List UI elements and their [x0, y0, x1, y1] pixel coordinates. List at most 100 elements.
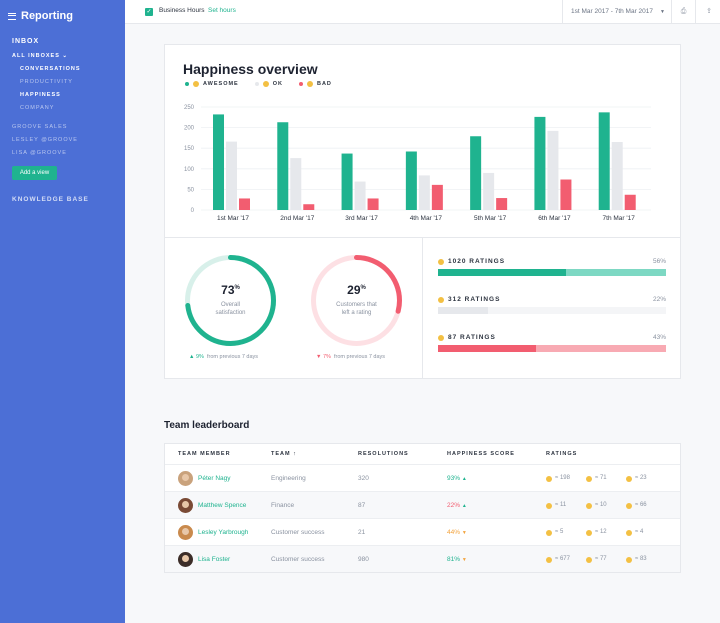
date-range-picker[interactable]: 1st Mar 2017 - 7th Mar 2017 ▼: [562, 0, 672, 24]
rating-ok: ≈ 77: [586, 546, 607, 573]
sidebar-item-happiness[interactable]: HAPPINESS: [20, 92, 61, 98]
member-resolutions: 21: [358, 529, 366, 536]
rating-bad: ≈ 23: [626, 465, 647, 492]
ok-emoji-icon: [438, 296, 444, 303]
bar-ok: [611, 142, 623, 210]
sidebar-item-groove-sales[interactable]: GROOVE SALES: [12, 124, 68, 130]
ok-emoji-icon: [586, 475, 592, 482]
sidebar-item-conversations[interactable]: CONVERSATIONS: [20, 66, 81, 72]
bar-bad: [303, 204, 315, 210]
member-name[interactable]: Matthew Spence: [198, 502, 247, 509]
date-range-text: 1st Mar 2017 - 7th Mar 2017: [571, 8, 654, 15]
ok-emoji-icon: [586, 502, 592, 509]
member-name[interactable]: Lesley Yarbrough: [198, 529, 249, 536]
bar-bad: [239, 198, 250, 210]
sidebar: Reporting INBOX ALL INBOXES ⌄ CONVERSATI…: [0, 0, 125, 623]
y-tick-label: 150: [184, 146, 195, 152]
rating-awesome: ≈ 198: [546, 465, 570, 492]
rating-bad: ≈ 66: [626, 492, 647, 519]
bar-bad: [624, 194, 636, 210]
bar-ok: [290, 158, 302, 210]
col-team[interactable]: TEAM ↑: [271, 451, 297, 457]
member-name[interactable]: Lisa Foster: [198, 556, 231, 563]
business-hours-label: Business Hours: [159, 7, 205, 14]
table-row[interactable]: Matthew Spence Finance 87 22% ▲ ≈ 11 ≈ 10 ≈ 66: [165, 491, 680, 518]
sidebar-item-knowledge-base[interactable]: KNOWLEDGE BASE: [12, 196, 89, 203]
x-tick-label: 5th Mar '17: [474, 215, 507, 222]
trend-arrow-icon: ▼: [461, 557, 467, 563]
rating-bad: ≈ 83: [626, 546, 647, 573]
add-view-button[interactable]: Add a view: [12, 166, 57, 180]
export-icon[interactable]: ⇪: [706, 8, 712, 15]
member-resolutions: 87: [358, 502, 366, 509]
rating-awesome: ≈ 11: [546, 492, 566, 519]
table-row[interactable]: Lesley Yarbrough Customer success 21 44% ▼ ≈…: [165, 518, 680, 545]
bad-emoji-icon: [626, 529, 632, 536]
awesome-emoji-icon: [546, 556, 552, 563]
x-tick-label: 6th Mar '17: [538, 215, 571, 222]
rating-bar-bad: 87 RATINGS 43%: [438, 334, 666, 372]
sidebar-item-productivity[interactable]: PRODUCTIVITY: [20, 79, 73, 85]
y-tick-label: 50: [187, 187, 194, 193]
member-team: Customer success: [271, 529, 325, 536]
col-happiness-score[interactable]: HAPPINESS SCORE: [447, 451, 515, 457]
bar-awesome: [213, 114, 224, 210]
col-ratings[interactable]: RATINGS: [546, 451, 578, 457]
print-icon[interactable]: ⎙: [672, 0, 696, 24]
awesome-emoji-icon: [193, 81, 199, 87]
awesome-emoji-icon: [546, 475, 552, 482]
leaderboard-table: TEAM MEMBER TEAM ↑ RESOLUTIONS HAPPINESS…: [164, 443, 681, 573]
y-tick-label: 250: [184, 105, 195, 111]
sidebar-title: Reporting: [21, 10, 73, 22]
sidebar-item-lesley[interactable]: LESLEY @GROOVE: [12, 137, 78, 143]
sidebar-item-lisa[interactable]: LISA @GROOVE: [12, 150, 67, 156]
trend-arrow-icon: ▼: [461, 530, 467, 536]
inbox-section: INBOX: [12, 38, 40, 45]
set-hours-link[interactable]: Set hours: [208, 7, 236, 14]
x-tick-label: 2nd Mar '17: [280, 215, 315, 222]
satisfaction-donut: 73% Overall satisfaction: [183, 253, 278, 348]
avatar: [178, 552, 193, 567]
rating-bar-ok: 312 RATINGS 22%: [438, 296, 666, 334]
sidebar-header: Reporting: [0, 0, 125, 32]
bar-ok: [483, 172, 495, 210]
member-resolutions: 320: [358, 475, 369, 482]
business-hours-checkbox[interactable]: ✓: [145, 8, 153, 16]
member-name[interactable]: Péter Nagy: [198, 475, 231, 482]
table-row[interactable]: Lisa Foster Customer success 980 81% ▼ ≈ 677…: [165, 545, 680, 572]
avatar: [178, 471, 193, 486]
col-team-member[interactable]: TEAM MEMBER: [178, 451, 231, 457]
ratings-change: ▼ 7% from previous 7 days: [316, 354, 386, 360]
sidebar-item-all-inboxes[interactable]: ALL INBOXES ⌄: [12, 53, 69, 59]
menu-icon[interactable]: [8, 12, 16, 20]
rating-bar-awesome: 1020 RATINGS 56%: [438, 258, 666, 296]
bad-emoji-icon: [626, 475, 632, 482]
ratings-value: 29%: [347, 283, 366, 297]
donut-arc: [311, 255, 402, 346]
col-resolutions[interactable]: RESOLUTIONS: [358, 451, 409, 457]
bar-awesome: [405, 151, 417, 210]
avatar: [178, 525, 193, 540]
legend-ok: OK: [254, 81, 283, 87]
legend-awesome: AWESOME: [185, 81, 239, 87]
rating-awesome: ≈ 5: [546, 519, 563, 546]
rating-ok: ≈ 71: [586, 465, 607, 492]
table-row[interactable]: Péter Nagy Engineering 320 93% ▲ ≈ 198 ≈ 71 ≈ …: [165, 464, 680, 491]
happiness-overview-card: Happiness overview AWESOME OK BAD 0 50 100…: [164, 44, 681, 379]
caret-down-icon: ▼: [660, 9, 665, 15]
y-tick-label: 200: [184, 126, 195, 132]
bar-bad: [431, 184, 443, 210]
bar-ok: [547, 130, 559, 210]
member-team: Customer success: [271, 556, 325, 563]
bar-awesome: [341, 153, 353, 210]
chart-legend: AWESOME OK BAD: [185, 81, 332, 87]
bad-emoji-icon: [626, 502, 632, 509]
member-score: 44% ▼: [447, 529, 467, 536]
ok-emoji-icon: [262, 81, 269, 87]
happiness-bar-chart: 0 50 100 150 200 250 1st Mar '17 2nd Mar '17 3rd…: [184, 105, 651, 222]
rating-bad: ≈ 4: [626, 519, 643, 546]
bar-ok: [418, 175, 430, 210]
legend-bad: BAD: [298, 81, 332, 87]
sidebar-item-company[interactable]: COMPANY: [20, 105, 55, 111]
bar-awesome: [277, 122, 289, 210]
